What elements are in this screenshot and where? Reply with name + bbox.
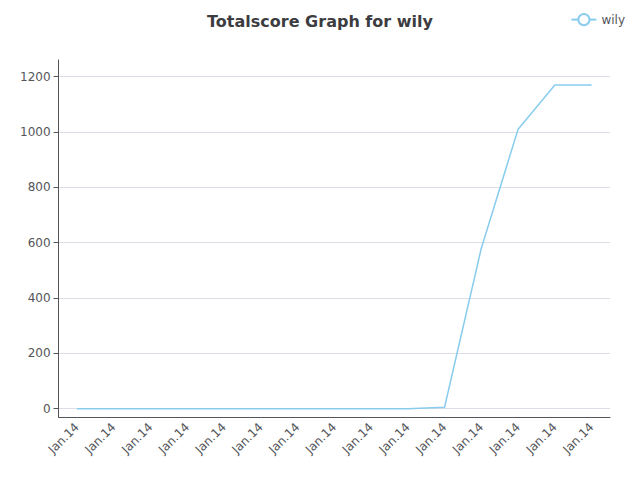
svg-text:400: 400 <box>28 291 51 305</box>
svg-text:Jan.14: Jan.14 <box>118 420 155 457</box>
svg-text:Jan.14: Jan.14 <box>486 420 523 457</box>
svg-text:Jan.14: Jan.14 <box>339 420 376 457</box>
svg-text:wily: wily <box>601 13 625 27</box>
svg-text:Jan.14: Jan.14 <box>559 420 596 457</box>
svg-text:Jan.14: Jan.14 <box>302 420 339 457</box>
svg-text:Jan.14: Jan.14 <box>523 420 560 457</box>
svg-text:Jan.14: Jan.14 <box>449 420 486 457</box>
svg-text:1000: 1000 <box>20 125 51 139</box>
svg-text:Jan.14: Jan.14 <box>45 420 82 457</box>
svg-text:Totalscore Graph for wily: Totalscore Graph for wily <box>207 12 433 31</box>
svg-text:Jan.14: Jan.14 <box>229 420 266 457</box>
svg-text:Jan.14: Jan.14 <box>81 420 118 457</box>
svg-text:800: 800 <box>28 180 51 194</box>
svg-text:Jan.14: Jan.14 <box>412 420 449 457</box>
svg-text:Jan.14: Jan.14 <box>376 420 413 457</box>
svg-text:0: 0 <box>43 402 51 416</box>
svg-text:600: 600 <box>28 236 51 250</box>
svg-text:1200: 1200 <box>20 70 51 84</box>
svg-text:Jan.14: Jan.14 <box>265 420 302 457</box>
svg-text:200: 200 <box>28 346 51 360</box>
svg-text:Jan.14: Jan.14 <box>155 420 192 457</box>
svg-text:Jan.14: Jan.14 <box>192 420 229 457</box>
